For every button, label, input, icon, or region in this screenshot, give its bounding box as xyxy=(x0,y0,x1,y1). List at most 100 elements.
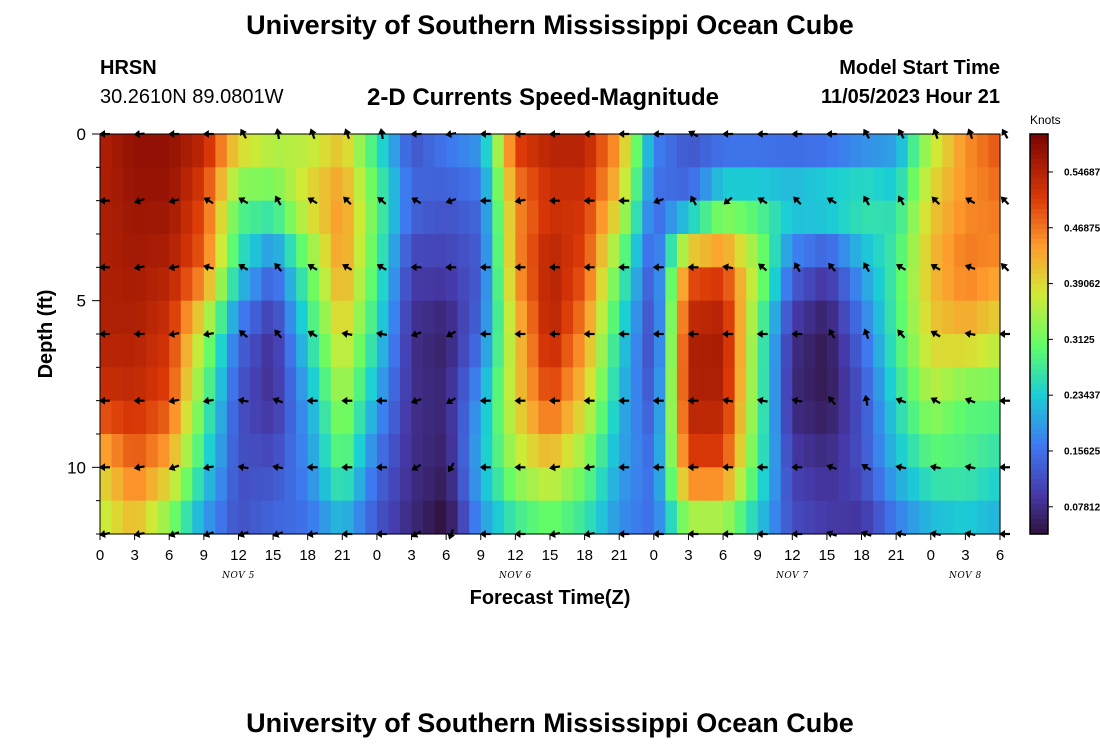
footer-title: University of Southern Mississippi Ocean… xyxy=(246,708,854,738)
heatmap-cell xyxy=(573,200,586,235)
heatmap-cell xyxy=(330,500,343,535)
x-tick-label: 3 xyxy=(961,547,969,564)
current-arrow xyxy=(690,195,697,206)
heatmap-cell xyxy=(907,134,920,168)
current-arrow xyxy=(274,329,283,339)
heatmap-cell xyxy=(700,267,713,302)
current-arrow xyxy=(133,463,145,472)
heatmap-cell xyxy=(180,200,193,235)
current-arrows xyxy=(99,128,1010,540)
colorbar-segment xyxy=(1030,204,1048,210)
current-arrow xyxy=(964,463,976,472)
current-arrow xyxy=(618,396,630,405)
heatmap-cell xyxy=(676,467,690,502)
heatmap-cell xyxy=(169,500,182,535)
heatmap-cell xyxy=(134,367,147,402)
heatmap-cell xyxy=(653,334,666,368)
heatmap-cell xyxy=(319,167,332,202)
current-arrow xyxy=(828,396,836,406)
heatmap-cell xyxy=(457,400,470,435)
current-arrow xyxy=(447,462,455,473)
heatmap-cell xyxy=(596,367,609,402)
heatmap-cell xyxy=(353,300,366,335)
heatmap-cell xyxy=(873,467,886,502)
heatmap-cell xyxy=(873,234,886,268)
heatmap-cell xyxy=(342,234,355,268)
colorbar-segment xyxy=(1030,359,1048,365)
current-arrow xyxy=(687,263,699,272)
current-arrow xyxy=(514,263,526,272)
colorbar-segment xyxy=(1030,339,1048,345)
heatmap-cell xyxy=(307,467,320,502)
heatmap-cell xyxy=(826,434,840,468)
heatmap-cell xyxy=(515,200,528,235)
heatmap-cell xyxy=(330,434,343,468)
current-arrow xyxy=(930,330,941,338)
heatmap-cell xyxy=(711,267,724,302)
heatmap-cell xyxy=(734,467,747,502)
heatmap-cell xyxy=(515,234,528,268)
heatmap-cell xyxy=(976,434,990,468)
heatmap-cell xyxy=(261,367,274,402)
current-arrow xyxy=(133,396,145,405)
heatmap-cell xyxy=(215,267,228,302)
heatmap-cell xyxy=(988,434,1001,468)
heatmap-cell xyxy=(492,400,505,435)
heatmap-cell xyxy=(134,434,147,468)
colorbar-segment xyxy=(1030,439,1048,445)
heatmap-cell xyxy=(584,467,597,502)
heatmap-cell xyxy=(169,267,182,302)
heatmap-cell xyxy=(238,500,251,535)
current-arrow xyxy=(897,329,906,339)
heatmap-cell xyxy=(411,400,424,435)
heatmap-cell xyxy=(780,234,793,268)
heatmap-cell xyxy=(515,500,528,535)
heatmap-cell xyxy=(688,334,701,368)
heatmap-cell xyxy=(884,200,897,235)
heatmap-cell xyxy=(561,167,574,202)
heatmap-cell xyxy=(469,500,482,535)
current-arrow xyxy=(99,463,110,472)
heatmap-cell xyxy=(146,300,159,335)
heatmap-cell xyxy=(100,467,113,502)
heatmap-cell xyxy=(250,267,263,302)
current-arrow xyxy=(411,463,422,471)
current-arrow xyxy=(549,196,560,205)
heatmap-cell xyxy=(746,200,759,235)
heatmap-cell xyxy=(192,167,205,202)
heatmap-cell xyxy=(123,167,136,202)
heatmap-cell xyxy=(273,234,286,268)
current-arrow xyxy=(826,197,837,205)
heatmap-cell xyxy=(319,400,332,435)
heatmap-cell xyxy=(792,234,805,268)
heatmap-cell xyxy=(203,367,216,402)
heatmap-cell xyxy=(619,300,632,335)
colorbar-segment xyxy=(1030,229,1048,235)
heatmap-cell xyxy=(953,434,966,468)
colorbar-segment xyxy=(1030,404,1048,410)
heatmap-cell xyxy=(688,234,701,268)
heatmap-cell xyxy=(388,200,401,235)
heatmap-cell xyxy=(353,334,366,368)
heatmap-cell xyxy=(342,500,355,535)
heatmap-cell xyxy=(688,400,701,435)
heatmap-cell xyxy=(653,500,666,535)
heatmap-cell xyxy=(803,234,816,268)
heatmap-cell xyxy=(261,200,274,235)
heatmap-cell xyxy=(792,334,805,368)
heatmap-cell xyxy=(261,467,274,502)
heatmap-cell xyxy=(250,500,263,535)
heatmap-cell xyxy=(469,167,482,202)
heatmap-cell xyxy=(307,400,320,435)
heatmap-cell xyxy=(192,400,205,435)
current-arrow xyxy=(687,330,699,338)
colorbar-segment xyxy=(1030,469,1048,475)
heatmap-cell xyxy=(123,300,136,335)
heatmap-cell xyxy=(734,300,747,335)
heatmap-cell xyxy=(423,234,436,268)
x-tick-label: 15 xyxy=(265,547,282,564)
heatmap-cell xyxy=(826,400,840,435)
colorbar-segment xyxy=(1030,324,1048,330)
heatmap-cell xyxy=(607,434,620,468)
x-tick-label: 9 xyxy=(754,547,762,564)
